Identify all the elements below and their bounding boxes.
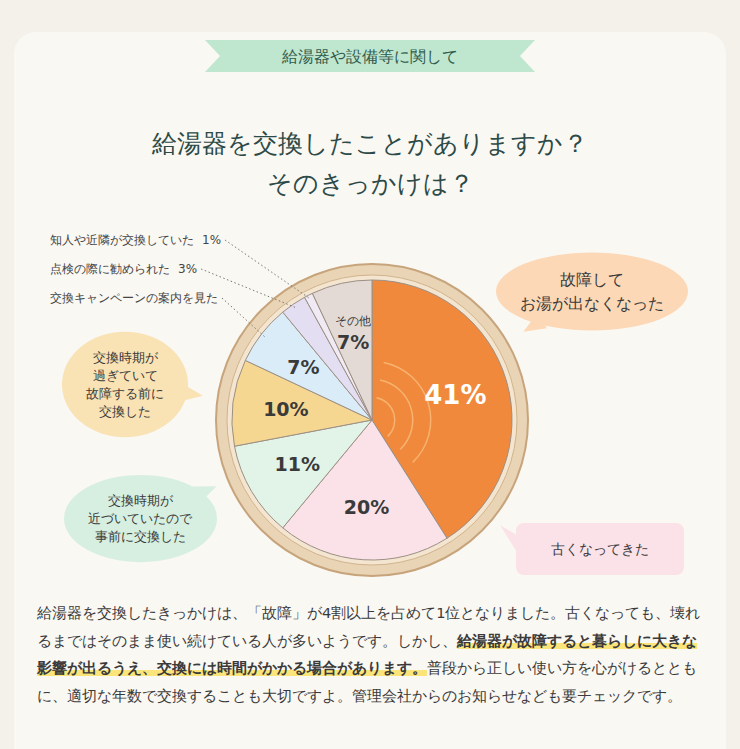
text-line: 交換時期が (108, 493, 174, 508)
callout: 故障してお湯が出なくなった (496, 252, 688, 331)
category-label: 故障してお湯が出なくなった (520, 270, 664, 312)
data-label: 11% (275, 453, 320, 475)
chart-title: 給湯器を交換したことがありますか？ (151, 129, 588, 158)
pie (232, 280, 512, 560)
category-label: その他 (335, 314, 371, 328)
category-label: 交換キャンペーンの案内を見た (50, 291, 218, 305)
slice-decoration (376, 362, 431, 463)
background-card (14, 32, 726, 749)
data-label: 7% (337, 331, 369, 353)
category-label: 交換時期が過ぎていて故障する前に交換した (86, 350, 164, 419)
category-label: 知人や近隣が交換していた (50, 233, 194, 247)
callout-box (516, 523, 684, 575)
leader-line (222, 298, 265, 337)
callout: 交換時期が過ぎていて故障する前に交換した (62, 332, 203, 437)
text-line: 交換時期が (93, 350, 159, 365)
data-label: 10% (263, 398, 308, 420)
callout-bubble (62, 332, 188, 437)
ring-outer (216, 264, 528, 576)
decor-arc (384, 362, 432, 463)
labels: 41% 故障してお湯が出なくなった 20% 古くなってきた 11% 交換時期が近づいていた… (50, 233, 688, 575)
callout-bubble (496, 252, 688, 330)
header-ribbon (205, 40, 535, 72)
data-label: 20% (344, 496, 389, 518)
slice (312, 280, 372, 420)
callout: 古くなってきた (500, 523, 684, 575)
text-line: お湯が出なくなった (520, 294, 664, 313)
text-line: 過ぎていて (93, 368, 158, 383)
leader-line (225, 240, 310, 299)
text-line: 故障して (560, 270, 624, 289)
category-label: 点検の際に勧められた (50, 262, 170, 276)
header: 給湯器や設備等に関して (281, 47, 458, 66)
data-label: 41% (424, 380, 486, 410)
data-label: 7% (287, 356, 319, 378)
category-label: 交換時期が近づいていたので事前に交換した (88, 493, 193, 544)
category-label: 古くなってきた (551, 541, 649, 557)
data-label: 1% (202, 233, 221, 247)
text-line: 古くなってきた (551, 541, 649, 557)
text-line: 近づいていたので (88, 511, 193, 526)
decor-arc (376, 397, 395, 437)
text-line: 事前に交換した (95, 529, 186, 544)
ring-inner (227, 275, 517, 565)
text-line: 故障する前に (86, 386, 164, 401)
decor-arc (380, 379, 414, 450)
leader-line (201, 269, 296, 308)
callout: 交換時期が近づいていたので事前に交換した (64, 475, 217, 562)
text-line: 交換した (99, 404, 151, 419)
chart-subtitle: そのきっかけは？ (267, 169, 474, 198)
data-label: 3% (178, 262, 197, 276)
callout-bubble (64, 475, 217, 562)
body-text: 給湯器を交換したきっかけは、「故障」が4割以上を占めて1位となりました。古くなっ… (37, 600, 705, 710)
